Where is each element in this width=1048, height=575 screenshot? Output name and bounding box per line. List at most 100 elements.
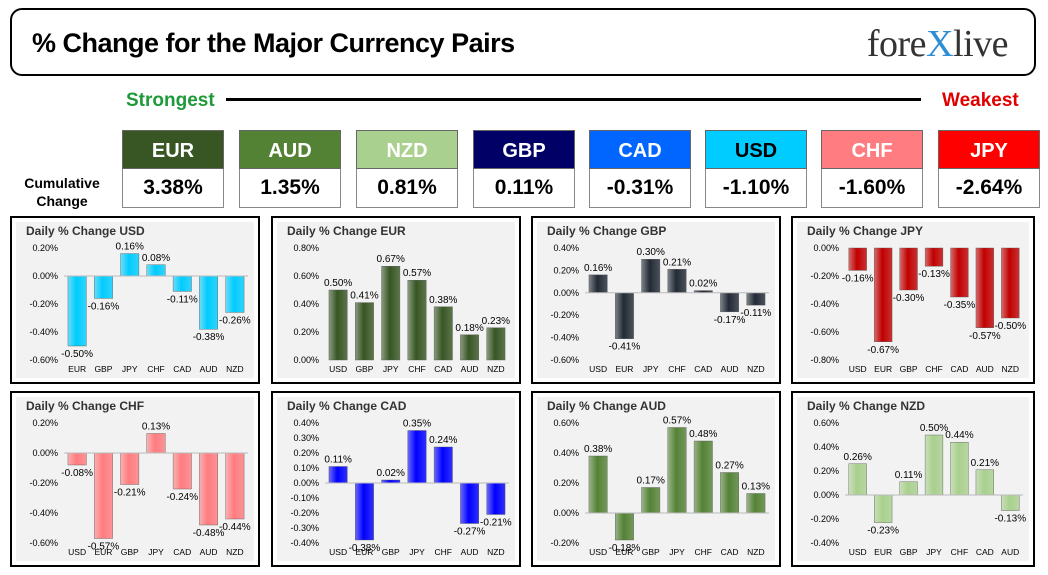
- currency-box-chf: CHF -1.60%: [821, 130, 923, 208]
- bar-nzd: [1001, 247, 1020, 319]
- value-label: -0.23%: [867, 526, 899, 537]
- bar-chf: [693, 440, 713, 514]
- cumulative-label-line1: Cumulative: [24, 175, 100, 191]
- value-label: 0.26%: [844, 452, 872, 463]
- y-tick-label: -0.60%: [810, 327, 839, 337]
- x-tick-label: CHF: [695, 547, 712, 557]
- x-tick-label: JPY: [383, 364, 399, 374]
- x-tick-label: EUR: [615, 364, 633, 374]
- bar-eur: [94, 452, 113, 539]
- bar-chf: [407, 280, 427, 361]
- bar-usd: [328, 466, 348, 484]
- header-banner: % Change for the Major Currency Pairs fo…: [10, 8, 1036, 76]
- bar-chart: 0.60% 0.40% 0.20% 0.00% -0.20% 0.38% USD -0.18%…: [550, 416, 770, 558]
- cumulative-value: -2.64%: [938, 169, 1040, 208]
- y-tick-label: 0.40%: [553, 448, 579, 458]
- bar-jpy: [120, 253, 140, 277]
- chart-title: Daily % Change JPY: [807, 224, 924, 238]
- value-label: 0.27%: [715, 461, 743, 472]
- value-label: 0.17%: [637, 476, 665, 487]
- bar-aud: [975, 247, 994, 329]
- value-label: -0.35%: [944, 300, 976, 311]
- bar-nzd: [486, 482, 506, 515]
- bar-gbp: [355, 302, 374, 361]
- value-label: 0.23%: [482, 316, 510, 327]
- cumulative-value: -1.10%: [705, 169, 807, 208]
- x-tick-label: NZD: [487, 547, 504, 557]
- y-tick-label: -0.20%: [29, 299, 58, 309]
- value-label: -0.16%: [842, 273, 874, 284]
- currency-box-eur: EUR 3.38%: [122, 130, 224, 208]
- bar-gbp: [641, 487, 661, 514]
- bar-chart: 0.20%0.00%-0.20%-0.40%-0.60%-0.08%USD -0.…: [29, 418, 250, 557]
- x-tick-label: CHF: [435, 547, 452, 557]
- x-tick-label: CHF: [668, 364, 685, 374]
- y-tick-label: 0.40%: [813, 442, 839, 452]
- y-tick-label: 0.20%: [553, 265, 579, 275]
- bar-cad: [433, 306, 453, 361]
- cumulative-value: 0.81%: [356, 169, 458, 208]
- currency-box-jpy: JPY -2.64%: [938, 130, 1040, 208]
- cumulative-value: -1.60%: [821, 169, 923, 208]
- value-label: -0.57%: [969, 331, 1001, 342]
- bar-usd: [588, 274, 608, 294]
- bar-cad: [950, 247, 969, 298]
- page-title: % Change for the Major Currency Pairs: [32, 28, 515, 58]
- x-tick-label: CAD: [721, 547, 739, 557]
- y-tick-label: 0.40%: [293, 299, 319, 309]
- value-label: -0.67%: [867, 345, 899, 356]
- chart-title: Daily % Change USD: [26, 224, 145, 238]
- value-label: 0.38%: [584, 444, 612, 455]
- y-tick-label: 0.10%: [293, 463, 319, 473]
- bar-nzd: [225, 452, 245, 520]
- bar-jpy: [667, 427, 687, 514]
- bar-usd: [848, 247, 867, 271]
- value-label: 0.48%: [689, 429, 717, 440]
- bar-chart: 0.40% 0.20% 0.00% -0.20% -0.40% -0.60% 0.16% US…: [550, 243, 771, 374]
- bar-chart: 0.20% 0.00% -0.20% -0.40% -0.60% -0.50% EUR -0.…: [29, 242, 250, 374]
- chart-title: Daily % Change NZD: [807, 399, 926, 413]
- daily-chart-aud: Daily % Change AUD 0.60% 0.40% 0.20% 0.00% -0…: [531, 391, 781, 567]
- bar-eur: [874, 247, 893, 343]
- y-tick-label: 0.20%: [813, 466, 839, 476]
- bar-aud: [720, 292, 739, 313]
- x-tick-label: JPY: [669, 547, 685, 557]
- value-label: -0.48%: [193, 528, 225, 539]
- bar-nzd: [225, 275, 245, 313]
- weakest-label: Weakest: [942, 90, 1019, 111]
- value-label: 0.57%: [403, 268, 431, 279]
- bar-eur: [615, 292, 634, 339]
- value-label: 0.16%: [116, 242, 144, 253]
- x-tick-label: CHF: [951, 547, 968, 557]
- bar-chart: 0.40% 0.30% 0.20% 0.10% 0.00% -0.10% -0.20% -0.…: [290, 418, 511, 557]
- x-tick-label: AUD: [461, 364, 479, 374]
- x-tick-label: CAD: [173, 364, 191, 374]
- y-tick-label: 0.40%: [553, 243, 579, 253]
- bar-chf: [924, 247, 944, 267]
- cumulative-value: 1.35%: [239, 169, 341, 208]
- x-tick-label: EUR: [874, 547, 892, 557]
- y-tick-label: -0.60%: [29, 355, 58, 365]
- value-label: 0.67%: [377, 254, 405, 265]
- currency-code: CHF: [821, 130, 923, 169]
- value-label: 0.50%: [920, 423, 948, 434]
- value-label: 0.41%: [350, 291, 378, 302]
- logo-text-left: fore: [866, 23, 927, 65]
- daily-chart-usd: Daily % Change USD 0.20% 0.00% -0.20% -0.40%…: [10, 216, 260, 384]
- y-tick-label: 0.20%: [293, 327, 319, 337]
- value-label: -0.21%: [114, 488, 146, 499]
- y-tick-label: 0.60%: [553, 418, 579, 428]
- value-label: 0.02%: [377, 468, 405, 479]
- x-tick-label: CAD: [950, 364, 968, 374]
- value-label: -0.17%: [714, 315, 746, 326]
- x-tick-label: USD: [68, 547, 86, 557]
- y-tick-label: -0.40%: [290, 538, 319, 548]
- y-tick-label: 0.00%: [293, 478, 319, 488]
- value-label: 0.21%: [971, 458, 999, 469]
- value-label: 0.38%: [429, 295, 457, 306]
- x-tick-label: EUR: [615, 547, 633, 557]
- value-label: -0.18%: [609, 543, 641, 554]
- y-tick-label: -0.20%: [550, 538, 579, 548]
- chart-title: Daily % Change CHF: [26, 399, 145, 413]
- value-label: -0.38%: [193, 332, 225, 343]
